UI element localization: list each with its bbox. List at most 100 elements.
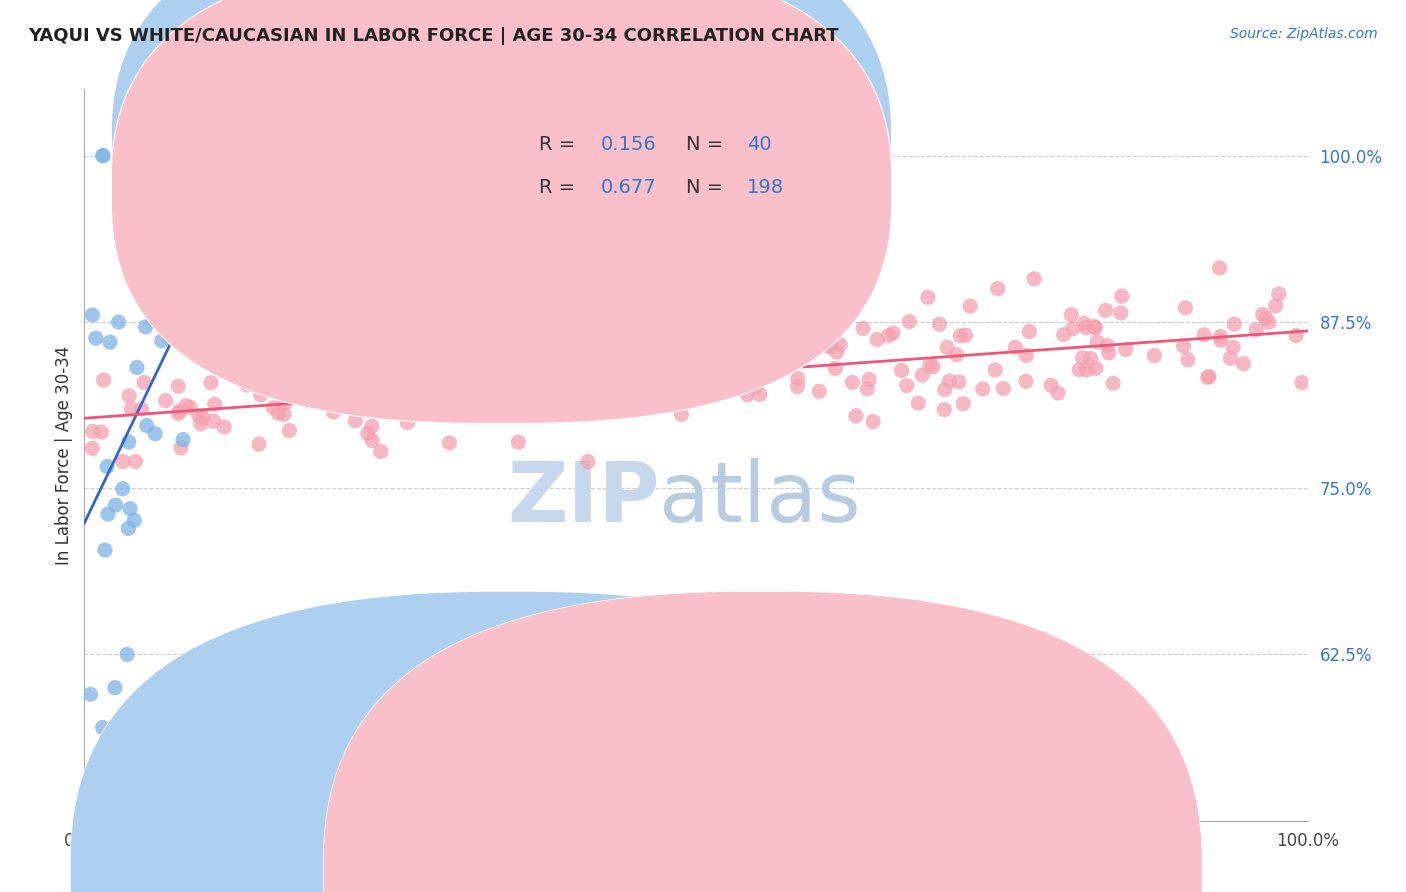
Point: [437, 372, 460, 386]
Point: [896, 378, 918, 392]
Point: [1268, 287, 1291, 301]
Point: [169, 404, 191, 418]
Point: [187, 409, 209, 423]
Point: [96, 459, 118, 474]
Point: [610, 400, 633, 414]
Point: [808, 384, 831, 399]
Point: [1084, 361, 1107, 376]
Point: [135, 418, 157, 433]
Point: [657, 356, 679, 370]
Point: [890, 363, 912, 377]
Point: [273, 407, 295, 421]
Point: [127, 149, 149, 163]
Text: N =: N =: [686, 135, 730, 153]
Point: [263, 401, 285, 415]
Point: [1232, 357, 1254, 371]
Point: [344, 392, 367, 407]
Point: [1143, 349, 1166, 363]
Point: [91, 149, 114, 163]
Point: [104, 498, 127, 512]
Point: [648, 378, 671, 392]
Point: [359, 396, 381, 410]
Point: [131, 401, 153, 416]
Point: [212, 420, 235, 434]
Text: Yaqui: Yaqui: [534, 864, 578, 882]
Point: [110, 149, 132, 163]
Point: [696, 348, 718, 362]
Point: [1076, 363, 1098, 377]
Point: [305, 351, 328, 366]
Point: [98, 335, 121, 350]
Point: [333, 366, 356, 380]
Point: [382, 368, 405, 383]
Point: [623, 313, 645, 327]
Point: [1004, 340, 1026, 354]
Point: [987, 282, 1010, 296]
Point: [678, 393, 700, 408]
Point: [1073, 317, 1095, 331]
Point: [1040, 378, 1063, 392]
FancyBboxPatch shape: [111, 0, 891, 424]
Point: [858, 372, 880, 386]
Point: [643, 401, 665, 415]
Point: [918, 359, 941, 373]
Point: [654, 388, 676, 402]
Point: [155, 149, 177, 163]
Point: [644, 334, 666, 348]
Point: [179, 401, 201, 415]
Point: [1098, 346, 1121, 360]
Point: [278, 424, 301, 438]
Point: [1015, 374, 1038, 388]
Point: [169, 321, 191, 335]
Point: [508, 370, 530, 384]
Point: [172, 433, 194, 447]
Text: 40: 40: [748, 135, 772, 153]
Point: [142, 313, 165, 327]
Point: [204, 397, 226, 411]
Point: [1046, 386, 1069, 401]
Point: [1173, 339, 1195, 353]
Point: [852, 321, 875, 335]
Point: [745, 379, 768, 393]
Point: [1018, 325, 1040, 339]
Point: [1223, 317, 1246, 331]
Point: [118, 501, 141, 516]
Point: [671, 408, 693, 422]
Point: [685, 354, 707, 368]
Point: [267, 406, 290, 420]
Text: 198: 198: [748, 178, 785, 197]
Point: [84, 331, 107, 345]
Point: [605, 326, 627, 340]
Point: [882, 326, 904, 340]
Point: [143, 426, 166, 441]
Point: [120, 402, 142, 417]
Point: [110, 760, 132, 774]
Point: [818, 340, 841, 354]
Point: [907, 396, 929, 410]
Point: [534, 391, 557, 405]
Point: [111, 454, 134, 468]
Point: [751, 340, 773, 354]
Point: [91, 149, 114, 163]
Point: [1209, 333, 1232, 347]
Point: [936, 340, 959, 354]
Point: [856, 382, 879, 396]
Point: [748, 387, 770, 401]
Point: [202, 414, 225, 428]
Point: [236, 378, 259, 392]
Y-axis label: In Labor Force | Age 30-34: In Labor Force | Age 30-34: [55, 345, 73, 565]
Point: [249, 388, 271, 402]
Point: [693, 381, 716, 395]
Point: [159, 331, 181, 345]
Point: [993, 381, 1015, 395]
Point: [1085, 334, 1108, 349]
Point: [737, 388, 759, 402]
Point: [1264, 299, 1286, 313]
Point: [150, 334, 173, 348]
Point: [444, 370, 467, 384]
Point: [716, 372, 738, 386]
Point: [949, 329, 972, 343]
Point: [200, 376, 222, 390]
Text: N =: N =: [686, 178, 730, 197]
Point: [1109, 306, 1132, 320]
